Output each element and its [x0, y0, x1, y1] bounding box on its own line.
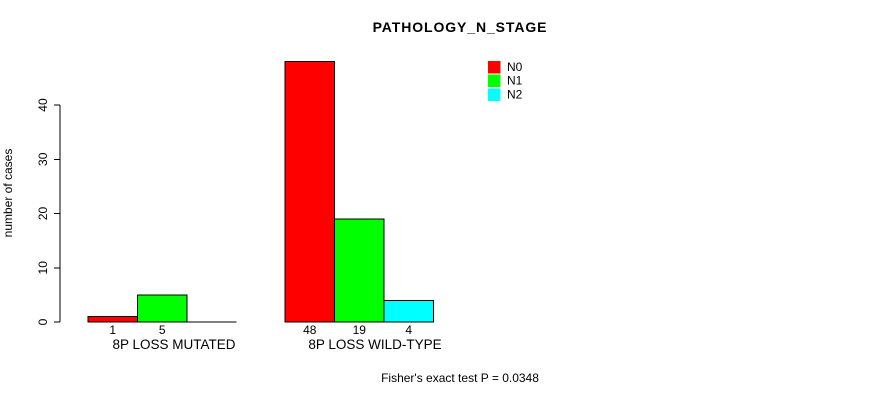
bar-value-label: 19: [353, 323, 367, 337]
y-axis: 0 10 20 30 40: [36, 98, 61, 325]
bar-value-label: 1: [109, 323, 116, 337]
y-tick-label: 0: [36, 318, 50, 325]
bar-N1-group2: [334, 218, 385, 323]
chart-title: PATHOLOGY_N_STAGE: [373, 19, 548, 35]
y-tick-label: 10: [36, 261, 50, 275]
bar-labels: 1 5 48 19 4 8P LOSS MUTATED 8P LOSS WILD-TYPE: [109, 323, 441, 352]
y-tick-label: 30: [36, 152, 50, 166]
legend-swatch-N1: [488, 74, 501, 88]
legend-label-N0: N0: [507, 60, 523, 74]
bar-value-label: 48: [303, 323, 317, 337]
y-axis-label: number of cases: [1, 149, 15, 238]
bar-value-label: 5: [159, 323, 166, 337]
y-tick-label: 40: [36, 98, 50, 112]
legend-label-N1: N1: [507, 74, 523, 88]
y-tick-label: 20: [36, 207, 50, 221]
group-label-2: 8P LOSS WILD-TYPE: [308, 337, 441, 352]
annotation-text: Fisher's exact test P = 0.0348: [381, 371, 539, 385]
bar-N1-group1: [137, 294, 188, 323]
legend-label-N2: N2: [507, 87, 523, 101]
bar-N2-group2: [383, 299, 434, 323]
bar-N0-group2: [284, 61, 335, 323]
legend-swatch-N0: [488, 61, 501, 74]
bar-value-label: 4: [405, 323, 412, 337]
bars: [87, 61, 434, 323]
bar-N0-group1: [87, 316, 138, 323]
group-label-1: 8P LOSS MUTATED: [112, 337, 235, 352]
legend-swatch-N2: [488, 88, 501, 101]
